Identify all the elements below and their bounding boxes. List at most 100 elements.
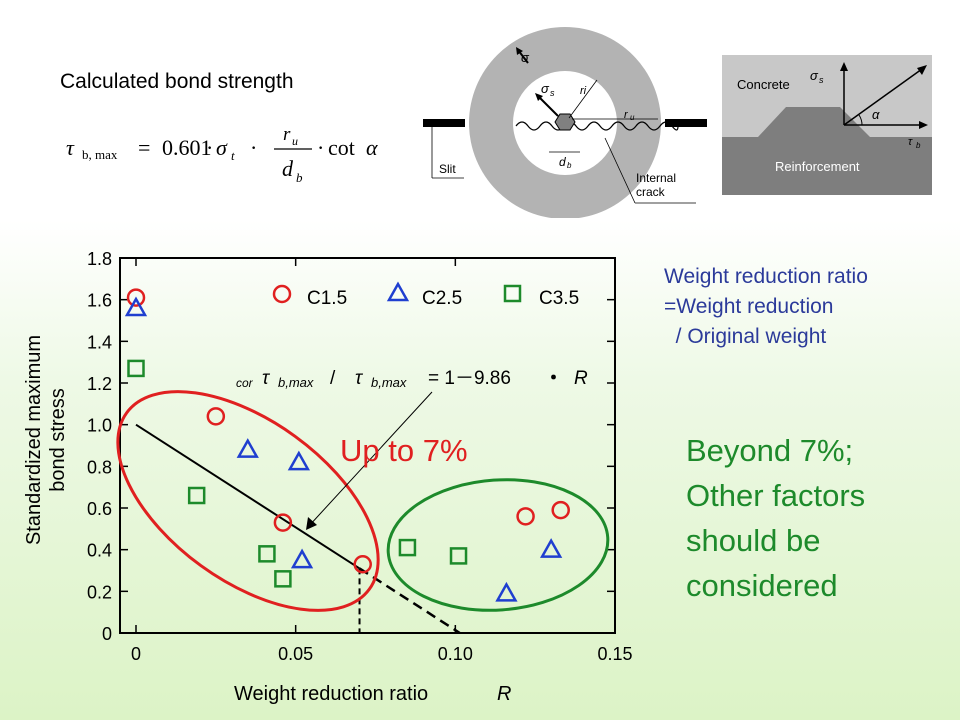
y-tick-label: 0.6 <box>87 499 112 519</box>
point-c35 <box>274 570 292 588</box>
point-c35 <box>187 486 206 505</box>
x-tick-label: 0.15 <box>597 644 632 664</box>
tau-b-sub-label: b <box>916 141 921 150</box>
point-c35 <box>127 359 145 378</box>
page-title: Calculated bond strength <box>60 70 294 93</box>
fit-label-r: R <box>574 368 588 389</box>
beyond-line-4: considered <box>686 568 838 603</box>
point-c15 <box>551 500 570 520</box>
point-c15 <box>206 407 226 426</box>
reinforcement-label: Reinforcement <box>775 159 860 174</box>
weight-reduction-note: Weight reduction ratio =Weight reduction… <box>664 262 868 352</box>
right-slit-bar <box>665 119 707 127</box>
formula-frac-num-sub: u <box>292 134 298 148</box>
formula-tau: τ <box>66 135 75 160</box>
sigma-arrow-head <box>516 47 523 55</box>
crack-pointer <box>604 137 636 204</box>
point-c15 <box>516 507 535 526</box>
horizontal-force-arrow-head <box>919 121 928 129</box>
y-tick-label: 1.8 <box>87 249 112 269</box>
y-axis-label-line-2: bond stress <box>47 388 69 491</box>
y-tick-label: 0.2 <box>87 582 112 602</box>
sigma-label: σ <box>521 50 530 65</box>
point-c25 <box>287 450 310 471</box>
point-c25 <box>495 581 518 602</box>
internal-crack-label-1: Internal <box>636 171 676 185</box>
fit-equation-label: cor τ b,max / τ b,max = 1－9.86 ・ R <box>236 368 588 530</box>
formula-equals: = <box>138 135 150 160</box>
fit-label-tau-2: τ <box>355 368 364 389</box>
y-tick-label: 1.4 <box>87 332 112 352</box>
formula-coefficient: 0.601 <box>162 135 212 160</box>
alpha-label: α <box>872 107 880 122</box>
point-c25 <box>236 438 259 458</box>
plot-frame <box>119 257 616 634</box>
rebar-section <box>554 113 576 131</box>
internal-crack-label-2: crack <box>636 185 666 199</box>
d-b-label: d <box>559 155 566 169</box>
note-line-1: Weight reduction ratio <box>664 265 868 288</box>
axis-ticks: 0 0.2 0.4 0.6 0.8 1.0 1.2 1.4 1.6 1.8 0 0.05 0.10 0.1… <box>87 249 633 664</box>
data-points <box>124 288 570 602</box>
point-c35 <box>258 545 276 563</box>
left-slit-bar <box>423 119 465 127</box>
formula-tau-sub: b, max <box>82 147 118 162</box>
fit-label-tau-1: τ <box>262 368 271 389</box>
point-c15 <box>126 288 146 307</box>
sigma-s-sub-label: s <box>550 88 555 98</box>
legend-c15-marker <box>272 284 292 304</box>
up-to-7-label: Up to 7% <box>340 433 468 468</box>
formula-frac-den: d <box>282 156 294 181</box>
fit-label-cor: cor <box>236 376 254 390</box>
x-axis-symbol: R <box>497 683 511 705</box>
formula-dot-1: · <box>206 135 213 160</box>
reinforcement-block <box>722 107 932 195</box>
point-c25 <box>539 538 563 558</box>
concrete-label: Concrete <box>737 77 790 92</box>
fit-label-sub-2: b,max <box>371 375 407 390</box>
crack-line <box>515 121 679 131</box>
fit-label-pointer-head <box>306 517 317 530</box>
x-tick-label: 0 <box>131 644 141 664</box>
point-c15 <box>353 555 372 574</box>
fit-label-pointer-line <box>307 391 433 528</box>
ring-cross-section-diagram: σ σ s ri r u d b Slit Internal crack <box>423 27 707 218</box>
point-c35 <box>449 547 468 565</box>
y-tick-label: 1.0 <box>87 416 112 436</box>
formula-sigma-sub: t <box>231 148 235 163</box>
legend-c35-label: C3.5 <box>539 288 579 309</box>
y-axis-label-line-1: Standardized maximum <box>23 335 45 545</box>
sigma-s-label: σ <box>541 81 550 96</box>
formula-dot-2: · <box>250 135 257 160</box>
fit-label-rhs: = 1－9.86 <box>428 368 511 389</box>
y-tick-label: 0.8 <box>87 457 112 477</box>
point-c25 <box>290 548 314 569</box>
formula-frac-num: r <box>283 124 291 145</box>
beyond-7-annotation: Beyond 7%; Other factors should be consi… <box>686 428 865 608</box>
r-i-line <box>568 79 598 119</box>
formula-alpha: α <box>366 135 378 160</box>
point-c25 <box>124 296 148 317</box>
plot-area-border <box>119 257 616 634</box>
legend-c25-label: C2.5 <box>422 288 462 309</box>
y-tick-label: 1.6 <box>87 291 112 311</box>
sigma-s-arrow <box>537 95 559 117</box>
legend-c15-label: C1.5 <box>307 288 347 309</box>
formula-frac-den-sub: b <box>296 170 303 185</box>
legend-c35-marker <box>503 284 522 303</box>
bond-strength-formula: τ b, max = 0.601 · σ t · r u d b · cot α <box>66 124 378 185</box>
sigma-s-arrow-head <box>535 93 543 101</box>
y-tick-label: 0 <box>102 624 112 644</box>
y-tick-label: 0.4 <box>87 541 112 561</box>
fit-label-dot: ・ <box>544 368 563 389</box>
point-c35 <box>398 538 417 557</box>
beyond-line-2: Other factors <box>686 478 866 513</box>
x-axis-label: Weight reduction ratio <box>234 683 428 705</box>
fit-label-sub-1: b,max <box>278 375 314 390</box>
note-line-2: =Weight reduction <box>664 295 834 318</box>
r-u-sub-label: u <box>630 113 635 122</box>
formula-cot: cot <box>328 135 355 160</box>
legend-c25-marker <box>386 281 410 302</box>
tau-b-label: τ <box>908 136 913 148</box>
point-c15 <box>273 513 293 532</box>
